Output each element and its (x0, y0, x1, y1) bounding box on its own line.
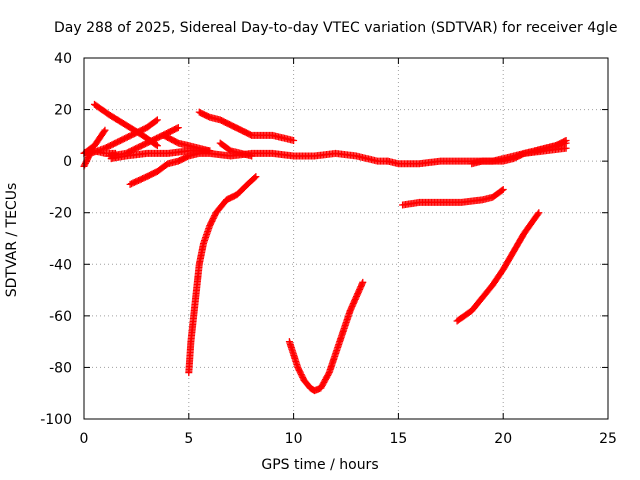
x-tick-label: 20 (494, 431, 512, 447)
data-point (206, 147, 214, 155)
y-tick-label: 40 (54, 51, 72, 67)
y-axis-label: SDTVAR / TECUs (4, 182, 20, 298)
x-axis-label: GPS time / hours (261, 457, 379, 473)
y-tick-label: 20 (54, 103, 72, 119)
data-point (152, 117, 160, 125)
data-point (251, 174, 259, 182)
data-point (248, 152, 256, 160)
y-tick-label: 0 (63, 154, 72, 170)
data-point (534, 210, 542, 218)
axis-ticks: 0 5 10 15 20 25 -100 -80 -60 -40 -20 0 20 40 (40, 51, 617, 447)
data-point (290, 137, 298, 145)
data-point (498, 186, 506, 194)
y-tick-label: -80 (49, 360, 72, 376)
data-point (359, 278, 367, 286)
y-tick-label: -60 (49, 309, 72, 325)
x-tick-label: 0 (80, 431, 89, 447)
x-tick-label: 15 (389, 431, 407, 447)
y-tick-label: -20 (49, 206, 72, 222)
data-point (152, 141, 160, 149)
data-point (499, 186, 507, 194)
y-tick-label: -40 (49, 257, 72, 273)
data-point (562, 144, 570, 152)
data-points (80, 100, 570, 395)
data-point (153, 116, 161, 124)
data-point (100, 127, 108, 135)
data-point (252, 173, 260, 181)
y-tick-label: -100 (40, 412, 72, 428)
chart-title: Day 288 of 2025, Sidereal Day-to-day VTE… (54, 20, 618, 36)
data-point (101, 126, 109, 134)
data-point (562, 137, 570, 145)
data-point (174, 124, 182, 132)
x-tick-label: 25 (599, 431, 617, 447)
x-tick-label: 10 (285, 431, 303, 447)
plot-frame (83, 57, 609, 420)
data-point (153, 142, 161, 150)
data-point (535, 209, 543, 217)
x-tick-label: 5 (184, 431, 193, 447)
grid-lines (84, 58, 608, 419)
